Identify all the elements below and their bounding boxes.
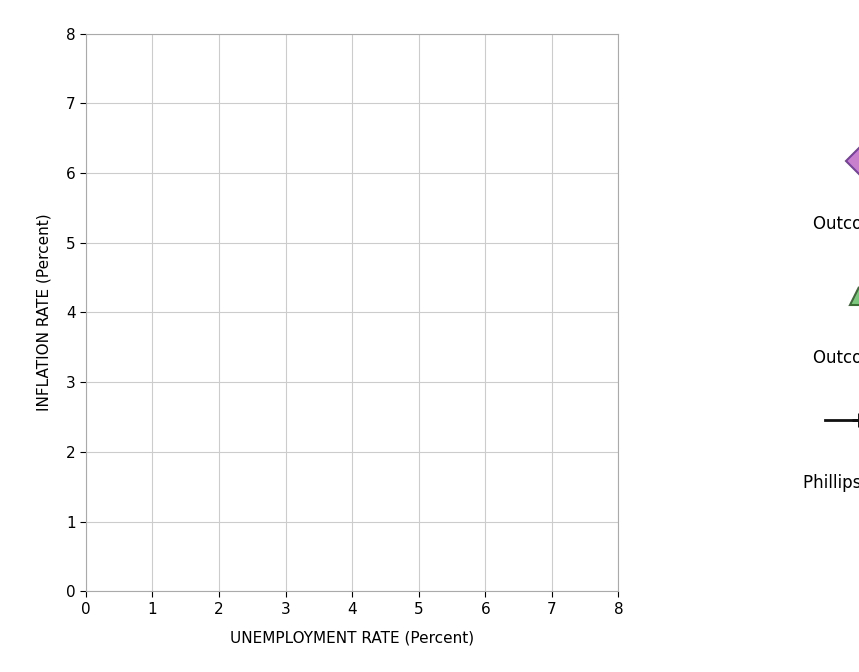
Text: Outcome A: Outcome A xyxy=(813,215,859,233)
Y-axis label: INFLATION RATE (Percent): INFLATION RATE (Percent) xyxy=(37,214,52,411)
Text: Outcome B: Outcome B xyxy=(813,349,859,368)
Text: Phillips Curve: Phillips Curve xyxy=(802,474,859,492)
X-axis label: UNEMPLOYMENT RATE (Percent): UNEMPLOYMENT RATE (Percent) xyxy=(230,630,474,646)
